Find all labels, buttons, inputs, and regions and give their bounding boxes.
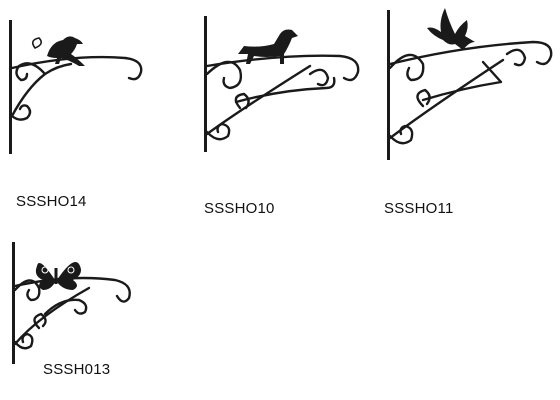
dove-icon [427,8,475,50]
product-card: SSSHO10 [185,0,370,220]
butterfly-icon [35,262,81,290]
product-code: SSSHO14 [16,193,87,210]
product-code: SSSH013 [43,361,111,378]
product-code: SSSHO11 [384,200,454,217]
product-card: SSSH013 [0,232,180,392]
product-card: SSSHO14 [0,0,180,215]
hanging-bracket-image [12,242,131,364]
product-code: SSSHO10 [204,200,275,217]
hanging-bracket-image [9,20,143,154]
bird-perched-icon [47,36,85,66]
dog-icon [238,29,298,64]
hanging-bracket-image [387,8,553,160]
hanging-bracket-image [204,16,360,152]
product-card: SSSHO11 [375,0,560,220]
